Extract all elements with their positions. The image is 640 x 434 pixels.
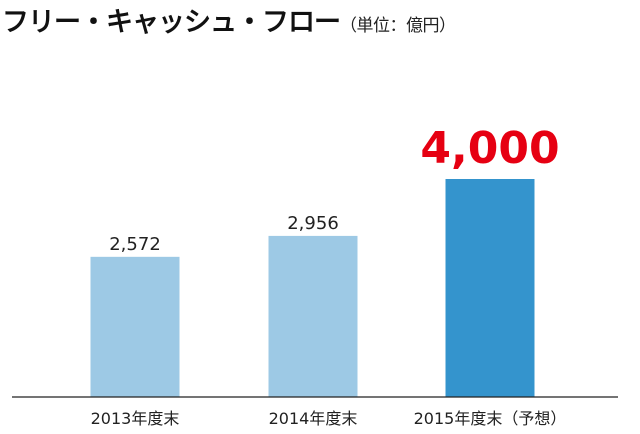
category-label-2: 2014年度末 <box>269 409 358 428</box>
value-label-2: 2,956 <box>287 213 339 234</box>
chart-title: フリー・キャッシュ・フロー <box>2 7 341 38</box>
bar-1 <box>90 256 180 397</box>
bar-2 <box>268 235 358 397</box>
category-label-3: 2015年度末（予想） <box>414 409 567 428</box>
category-label-1: 2013年度末 <box>91 409 180 428</box>
value-label-3: 4,000 <box>420 123 559 174</box>
value-label-1: 2,572 <box>109 234 161 255</box>
bar-3 <box>445 179 535 397</box>
chart-unit-subtitle: （単位：億円） <box>340 16 456 36</box>
chart-title-block: フリー・キャッシュ・フロー（単位：億円） <box>2 0 456 39</box>
